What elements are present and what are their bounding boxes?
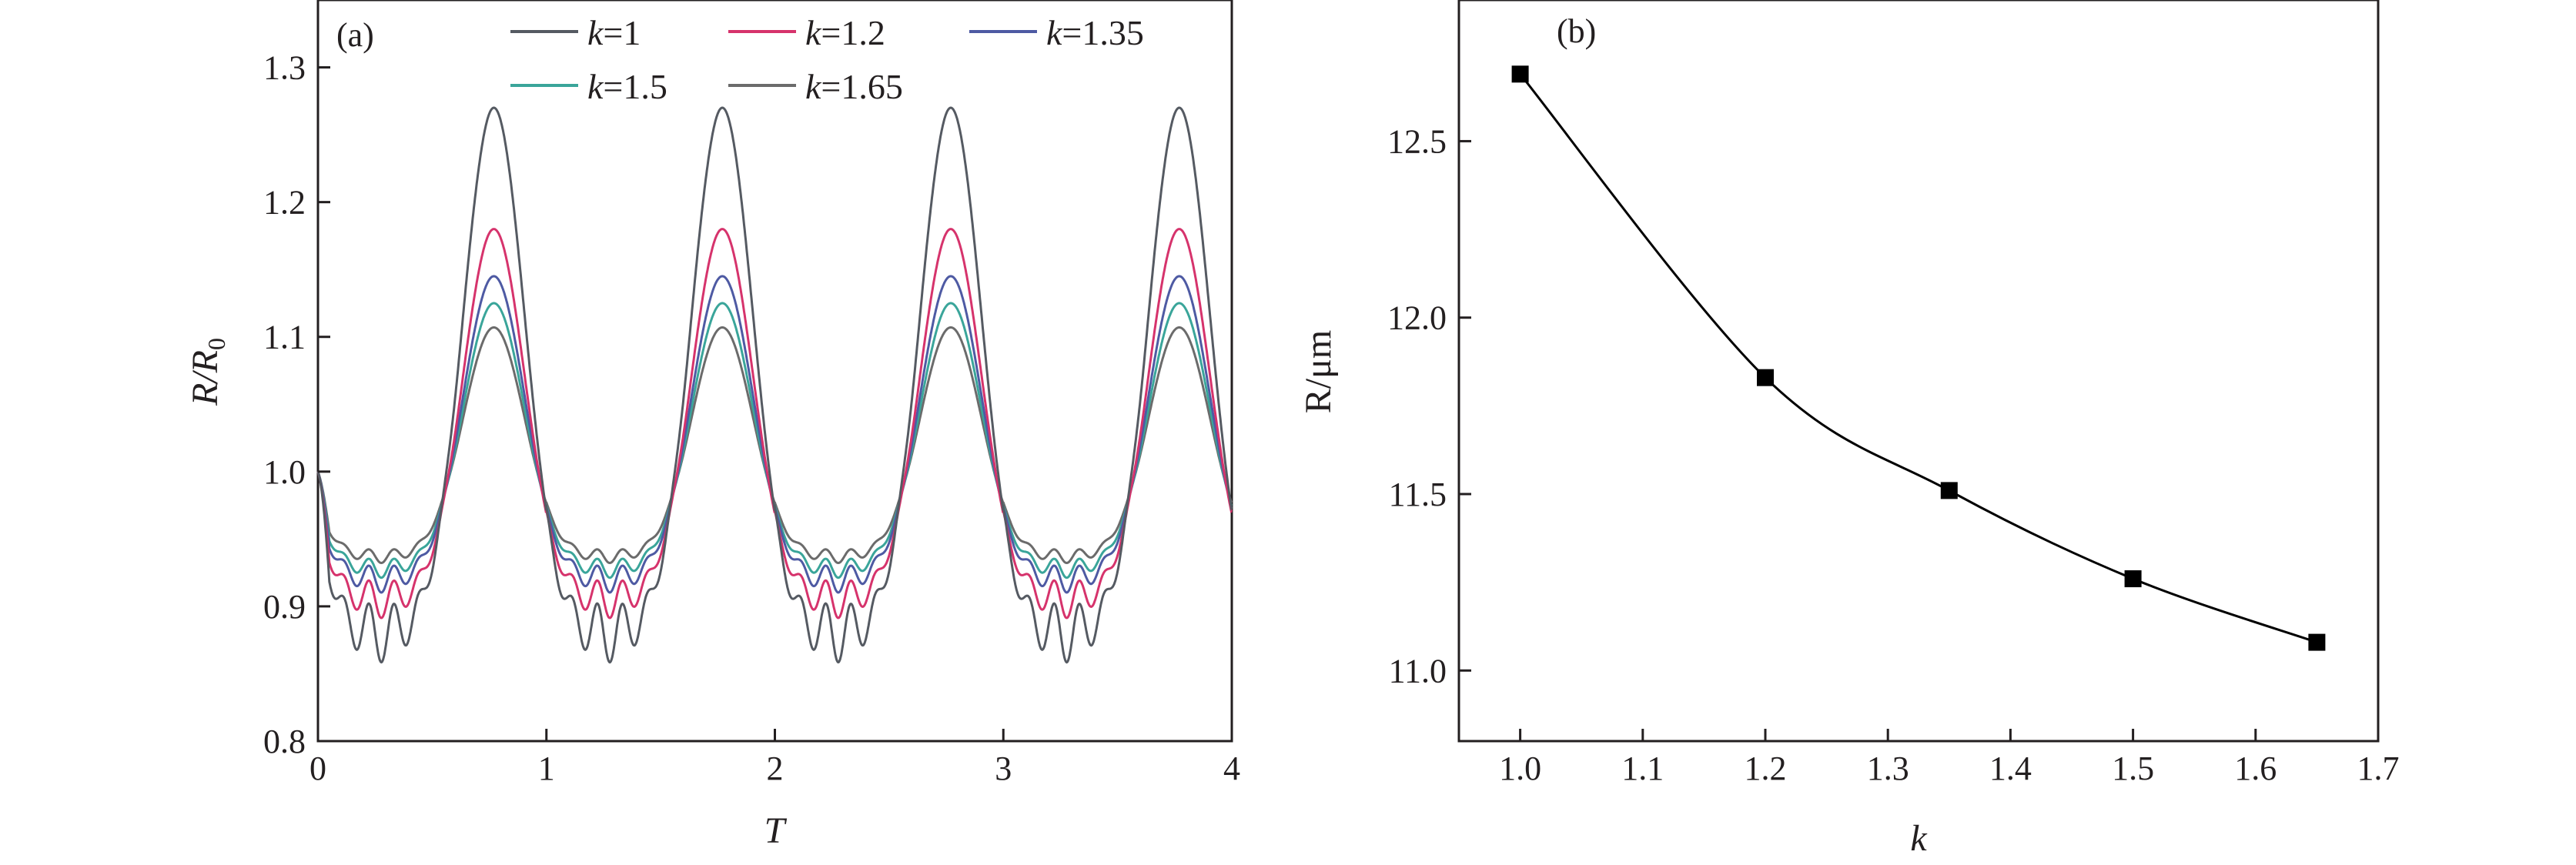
chart-b-xtick-label: 1.6 (2234, 750, 2277, 787)
chart-a-xtick-label: 1 (538, 750, 555, 787)
legend-var: k (587, 13, 604, 52)
chart-a-ticks: 0 1 2 3 4 0.8 0.9 1.0 1.1 1.2 1.3 (263, 49, 1240, 787)
chart-a-ytick-label: 0.9 (263, 588, 306, 626)
chart-a: 0 1 2 3 40.80.91.01.11.21.3 (a) k=1 k=1.2 k=1.… (185, 0, 1240, 851)
legend-label-1: k=1 (587, 13, 641, 52)
chart-b-panel-label: (b) (1557, 12, 1596, 50)
chart-b-point (2308, 633, 2326, 651)
chart-a-series-line (316, 106, 1233, 664)
chart-a-ytick-label: 0.8 (263, 723, 306, 760)
chart-a-ytick-label: 1.2 (263, 184, 306, 222)
chart-a-ytick-label: 1.1 (263, 319, 306, 356)
legend-value: =1.2 (821, 13, 885, 52)
chart-a-ylabel-sub: 0 (202, 338, 230, 350)
legend-var: k (587, 67, 604, 106)
chart-b-xtick-label: 1.4 (1989, 750, 2032, 787)
legend-value: =1.5 (603, 67, 667, 106)
chart-b-ytick-label: 11.5 (1389, 476, 1447, 513)
legend-var: k (805, 13, 822, 52)
legend-value: =1.65 (821, 67, 902, 106)
chart-b-ytick-label: 12.0 (1387, 299, 1447, 337)
legend-label-2: k=1.2 (805, 13, 885, 52)
chart-b-line (1519, 73, 2317, 644)
chart-b-point (1757, 369, 1774, 386)
chart-b-point (2124, 570, 2142, 588)
chart-b-xtick-label: 1.3 (1867, 750, 1909, 787)
chart-b-xtick-label: 1.5 (2112, 750, 2154, 787)
chart-a-ytick-label: 1.0 (263, 453, 306, 491)
chart-b-xlabel: k (1910, 818, 1928, 859)
chart-a-xlabel: T (764, 810, 788, 851)
chart-b-xtick-label: 1.2 (1745, 750, 1787, 787)
chart-b-frame (1457, 0, 2380, 743)
chart-a-series-group (316, 106, 1233, 664)
legend-label-4: k=1.5 (587, 67, 667, 106)
chart-b-ytick-label: 11.0 (1389, 652, 1447, 690)
chart-a-legend: k=1 k=1.2 k=1.35k=1.5 k=1.65 (510, 13, 1144, 106)
chart-a-ylabel: R/R0 (185, 338, 230, 406)
chart-b-ytick-label: 12.5 (1387, 122, 1447, 160)
legend-value: =1.35 (1062, 13, 1143, 52)
chart-b-ticks: 1.0 1.1 1.2 1.3 1.4 1.5 1.6 1.7 11.0 11.5 12.0 12.5 (1387, 122, 2400, 787)
chart-a-panel-label: (a) (336, 16, 374, 54)
chart-a-series-line (316, 228, 1233, 620)
chart-b-points (1511, 65, 2326, 651)
legend-var: k (1046, 13, 1063, 52)
chart-a-ytick-label: 1.3 (263, 49, 306, 87)
chart-a-xtick-label: 3 (995, 750, 1012, 787)
chart-b-point (1940, 482, 1958, 499)
chart-b: 1.0 1.1 1.2 1.3 1.4 1.5 1.6 1.7 11.0 11.5 12.0 12.5… (1298, 0, 2400, 859)
legend-label-5: k=1.65 (805, 67, 903, 106)
chart-a-xtick-label: 0 (309, 750, 326, 787)
chart-b-xtick-label: 1.7 (2357, 750, 2400, 787)
legend-value: =1 (603, 13, 641, 52)
chart-a-ylabel-main: R/R (185, 350, 226, 406)
chart-b-xtick-label: 1.0 (1499, 750, 1541, 787)
chart-a-xtick-label: 2 (767, 750, 784, 787)
chart-b-point (1511, 65, 1529, 83)
chart-a-series-line (316, 326, 1233, 565)
chart-a-xtick-label: 4 (1223, 750, 1240, 787)
chart-a-frame (316, 0, 1233, 743)
chart-b-ylabel: R/μm (1298, 330, 1339, 413)
legend-label-3: k=1.35 (1046, 13, 1144, 52)
legend-var: k (805, 67, 822, 106)
chart-b-xtick-label: 1.1 (1621, 750, 1664, 787)
